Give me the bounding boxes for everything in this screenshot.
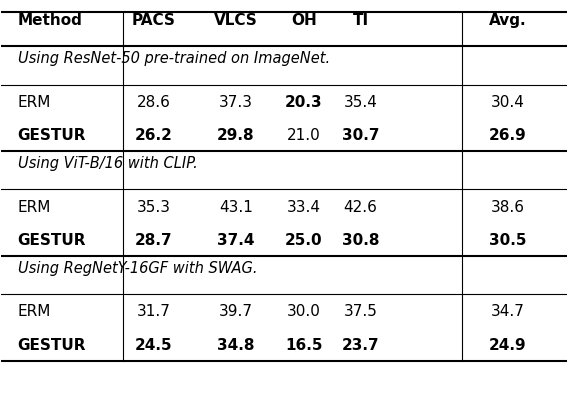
Text: 35.4: 35.4 xyxy=(344,94,377,109)
Text: 26.2: 26.2 xyxy=(135,128,173,143)
Text: 38.6: 38.6 xyxy=(491,199,525,214)
Text: 37.4: 37.4 xyxy=(217,232,254,247)
Text: 24.5: 24.5 xyxy=(135,337,173,352)
Text: 37.3: 37.3 xyxy=(219,94,253,109)
Text: Using ResNet-50 pre-trained on ImageNet.: Using ResNet-50 pre-trained on ImageNet. xyxy=(18,51,330,66)
Text: 34.8: 34.8 xyxy=(217,337,254,352)
Text: 34.7: 34.7 xyxy=(491,304,525,319)
Text: 43.1: 43.1 xyxy=(219,199,253,214)
Text: Using RegNetY-16GF with SWAG.: Using RegNetY-16GF with SWAG. xyxy=(18,260,257,275)
Text: OH: OH xyxy=(291,13,317,28)
Text: 30.0: 30.0 xyxy=(287,304,321,319)
Text: 30.5: 30.5 xyxy=(489,232,527,247)
Text: GESTUR: GESTUR xyxy=(18,128,86,143)
Text: 25.0: 25.0 xyxy=(285,232,323,247)
Text: 20.3: 20.3 xyxy=(285,94,323,109)
Text: VLCS: VLCS xyxy=(214,13,258,28)
Text: 30.4: 30.4 xyxy=(491,94,525,109)
Text: TI: TI xyxy=(352,13,369,28)
Text: Using ViT-B/16 with CLIP.: Using ViT-B/16 with CLIP. xyxy=(18,156,198,171)
Text: Avg.: Avg. xyxy=(489,13,527,28)
Text: 28.7: 28.7 xyxy=(135,232,173,247)
Text: 24.9: 24.9 xyxy=(489,337,527,352)
Text: 35.3: 35.3 xyxy=(137,199,170,214)
Text: 33.4: 33.4 xyxy=(287,199,321,214)
Text: 39.7: 39.7 xyxy=(219,304,253,319)
Text: 30.8: 30.8 xyxy=(342,232,379,247)
Text: 16.5: 16.5 xyxy=(285,337,323,352)
Text: 37.5: 37.5 xyxy=(344,304,377,319)
Text: 30.7: 30.7 xyxy=(342,128,379,143)
Text: PACS: PACS xyxy=(132,13,176,28)
Text: ERM: ERM xyxy=(18,304,51,319)
Text: GESTUR: GESTUR xyxy=(18,232,86,247)
Text: 21.0: 21.0 xyxy=(287,128,321,143)
Text: ERM: ERM xyxy=(18,199,51,214)
Text: 42.6: 42.6 xyxy=(344,199,377,214)
Text: 28.6: 28.6 xyxy=(137,94,170,109)
Text: 29.8: 29.8 xyxy=(217,128,254,143)
Text: ERM: ERM xyxy=(18,94,51,109)
Text: 26.9: 26.9 xyxy=(489,128,527,143)
Text: GESTUR: GESTUR xyxy=(18,337,86,352)
Text: 23.7: 23.7 xyxy=(342,337,379,352)
Text: Method: Method xyxy=(18,13,82,28)
Text: 31.7: 31.7 xyxy=(137,304,170,319)
